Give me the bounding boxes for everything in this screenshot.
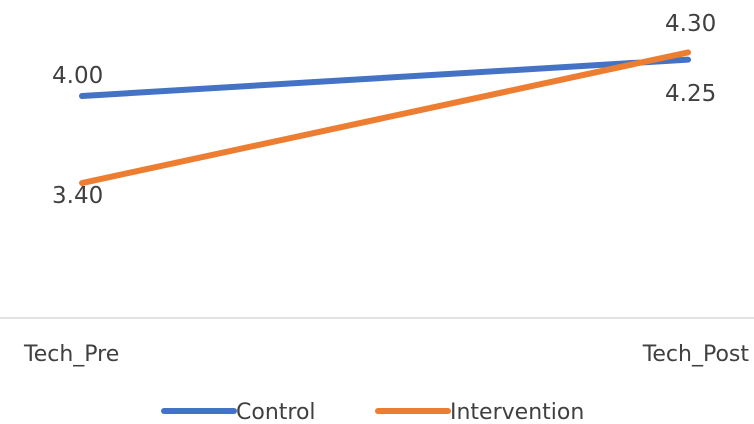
- x-tick-label-tech-post: Tech_Post: [642, 342, 750, 367]
- data-label-control-tech-pre: 4.00: [52, 63, 103, 89]
- legend: Control Intervention: [161, 400, 584, 424]
- legend-label-intervention: Intervention: [450, 400, 584, 424]
- x-tick-label-tech-pre: Tech_Pre: [23, 342, 119, 367]
- data-label-intervention-tech-pre: 3.40: [52, 183, 103, 209]
- series-line-control: [79, 56, 691, 99]
- series-layer: [79, 49, 691, 187]
- data-label-intervention-tech-post: 4.30: [665, 11, 716, 37]
- data-label-layer: 4.00 4.25 3.40 4.30: [52, 11, 716, 209]
- series-line-intervention: [79, 49, 691, 187]
- legend-label-control: Control: [236, 400, 316, 424]
- data-label-control-tech-post: 4.25: [665, 81, 716, 107]
